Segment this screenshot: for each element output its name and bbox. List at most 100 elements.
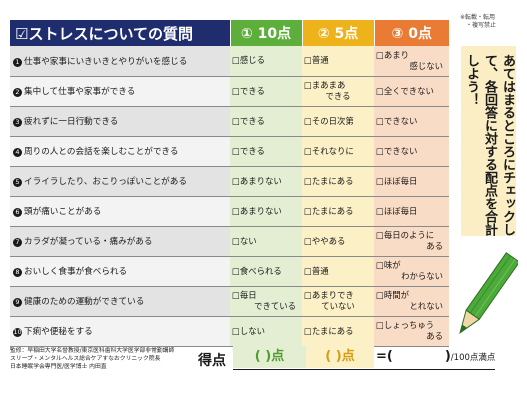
answer-option[interactable]: □ほぼ毎日 xyxy=(376,175,418,186)
answer-option-continued: できる xyxy=(325,91,351,101)
question-text: 疲れずに一日行動できる xyxy=(24,117,119,127)
pencil-icon xyxy=(459,252,518,334)
answer-option[interactable]: □できない xyxy=(376,145,418,156)
question-text: 健康のための運動ができている xyxy=(24,297,145,307)
answer-option[interactable]: □毎日 xyxy=(232,290,257,300)
question-number: 3 xyxy=(13,118,22,127)
score-0-header: ③ 0点 xyxy=(374,20,449,46)
answer-option[interactable]: □あまりない xyxy=(232,175,282,186)
question-row: 10 下痢や便秘をする □しない □たまにある □しょっちゅう ある xyxy=(10,316,449,347)
answer-option[interactable]: □できる xyxy=(232,145,265,156)
answer-5-cell[interactable]: □たまにある xyxy=(302,196,374,227)
answer-option[interactable]: □できない xyxy=(376,115,418,126)
score-underline xyxy=(233,369,495,370)
answer-option[interactable]: □あまりでき xyxy=(304,290,354,300)
question-number: 9 xyxy=(13,298,22,307)
answer-0-cell[interactable]: □あまり 感じない xyxy=(374,46,449,77)
answer-5-cell[interactable]: □ややある xyxy=(302,226,374,257)
answer-0-cell[interactable]: □しょっちゅう ある xyxy=(374,316,449,347)
score-5-input[interactable]: ( )点 xyxy=(306,346,374,368)
question-row: 5 イライラしたり、おこりっぽいことがある □あまりない □たまにある □ほぼ毎日 xyxy=(10,166,449,197)
answer-5-cell[interactable]: □それなりに xyxy=(302,136,374,167)
answer-10-cell[interactable]: □できる xyxy=(230,76,302,107)
answer-option[interactable]: □しょっちゅう xyxy=(376,320,435,330)
note-line: ※転載・転用 xyxy=(460,14,496,21)
answer-option[interactable]: □時間が xyxy=(376,290,410,300)
answer-5-cell[interactable]: □まあまあ できる xyxy=(302,76,374,107)
answer-option[interactable]: □食べられる xyxy=(232,265,282,276)
credits: 監修：早稲田大学名誉教授/東京医科歯科大学医学部非常勤講師 スリープ・メンタルヘ… xyxy=(10,347,190,371)
answer-option-continued: わからない xyxy=(401,271,443,281)
answer-option[interactable]: □ほぼ毎日 xyxy=(376,205,418,216)
question-text: おいしく食事が食べられる xyxy=(24,267,128,277)
answer-10-cell[interactable]: □ない xyxy=(230,226,302,257)
answer-option[interactable]: □普通 xyxy=(304,55,329,66)
answer-option[interactable]: □普通 xyxy=(304,265,329,276)
answer-option[interactable]: □それなりに xyxy=(304,145,354,156)
question-cell: 10 下痢や便秘をする xyxy=(10,316,230,347)
answer-option[interactable]: □ない xyxy=(232,235,257,246)
score-10-input[interactable]: ( )点 xyxy=(233,346,306,368)
answer-10-cell[interactable]: □毎日 できている xyxy=(230,286,302,317)
question-text: 頭が痛いことがある xyxy=(24,207,102,217)
answer-option[interactable]: □その日次第 xyxy=(304,115,354,126)
question-row: 2 集中して仕事や家事ができる □できる □まあまあ できる □全くできない xyxy=(10,76,449,107)
question-row: 4 周りの人との会話を楽しむことができる □できる □それなりに □できない xyxy=(10,136,449,167)
question-number: 2 xyxy=(13,88,22,97)
answer-10-cell[interactable]: □しない xyxy=(230,316,302,347)
answer-option[interactable]: □できる xyxy=(232,115,265,126)
answer-10-cell[interactable]: □できる xyxy=(230,106,302,137)
score-label: 得点 xyxy=(198,353,226,369)
answer-option[interactable]: □たまにある xyxy=(304,175,354,186)
answer-5-cell[interactable]: □たまにある xyxy=(302,166,374,197)
question-number: 6 xyxy=(13,208,22,217)
answer-0-cell[interactable]: □できない xyxy=(374,136,449,167)
copyright-note: ※転載・転用 ・複写禁止 xyxy=(460,14,524,30)
answer-option-continued: ある xyxy=(426,331,443,341)
answer-5-cell[interactable]: □普通 xyxy=(302,46,374,77)
answer-0-cell[interactable]: □できない xyxy=(374,106,449,137)
question-cell: 1 仕事や家事にいきいきとやりがいを感じる xyxy=(10,46,230,77)
answer-option[interactable]: □しない xyxy=(232,325,266,336)
question-cell: 8 おいしく食事が食べられる xyxy=(10,256,230,287)
answer-option[interactable]: □味が xyxy=(376,260,401,270)
answer-10-cell[interactable]: □あまりない xyxy=(230,166,302,197)
answer-option[interactable]: □できる xyxy=(232,85,265,96)
answer-option[interactable]: □たまにある xyxy=(304,325,354,336)
question-text: 周りの人との会話を楽しむことができる xyxy=(24,147,179,157)
answer-0-cell[interactable]: □味が わからない xyxy=(374,256,449,287)
question-text: 下痢や便秘をする xyxy=(24,327,93,337)
answer-option[interactable]: □まあまあ xyxy=(304,80,346,90)
answer-10-cell[interactable]: □感じる xyxy=(230,46,302,77)
answer-option[interactable]: □毎日のように xyxy=(376,230,435,240)
answer-option-continued: とれない xyxy=(409,301,444,311)
question-number: 8 xyxy=(13,268,22,277)
question-row: 7 カラダが凝っている・痛みがある □ない □ややある □毎日のように ある xyxy=(10,226,449,257)
credit-line: 監修：早稲田大学名誉教授/東京医科歯科大学医学部非常勤講師 xyxy=(10,348,175,354)
answer-option[interactable]: □あまりない xyxy=(232,205,282,216)
answer-0-cell[interactable]: □時間が とれない xyxy=(374,286,449,317)
answer-10-cell[interactable]: □できる xyxy=(230,136,302,167)
answer-0-cell[interactable]: □ほぼ毎日 xyxy=(374,196,449,227)
answer-5-cell[interactable]: □たまにある xyxy=(302,316,374,347)
answer-option[interactable]: □たまにある xyxy=(304,205,354,216)
answer-option[interactable]: □あまり xyxy=(376,49,410,60)
question-number: 4 xyxy=(13,148,22,157)
answer-10-cell[interactable]: □食べられる xyxy=(230,256,302,287)
answer-option[interactable]: □全くできない xyxy=(376,85,434,96)
credit-line: 日本睡眠学会専門医/医学博士 内田直 xyxy=(10,364,107,370)
question-text: 集中して仕事や家事ができる xyxy=(24,87,136,97)
answer-option[interactable]: □感じる xyxy=(232,55,266,66)
answer-option-continued: ていない xyxy=(321,301,355,311)
answer-5-cell[interactable]: □普通 xyxy=(302,256,374,287)
answer-0-cell[interactable]: □全くできない xyxy=(374,76,449,107)
answer-5-cell[interactable]: □あまりでき ていない xyxy=(302,286,374,317)
question-cell: 2 集中して仕事や家事ができる xyxy=(10,76,230,107)
answer-10-cell[interactable]: □あまりない xyxy=(230,196,302,227)
instruction-box: あてはまるところにチェックして、各回答に対する配点を合計しよう！ xyxy=(461,46,516,236)
answer-option[interactable]: □ややある xyxy=(304,235,346,246)
answer-0-cell[interactable]: □毎日のように ある xyxy=(374,226,449,257)
question-row: 9 健康のための運動ができている □毎日 できている □あまりでき ていない □時間が とれな… xyxy=(10,286,449,317)
answer-0-cell[interactable]: □ほぼ毎日 xyxy=(374,166,449,197)
answer-5-cell[interactable]: □その日次第 xyxy=(302,106,374,137)
